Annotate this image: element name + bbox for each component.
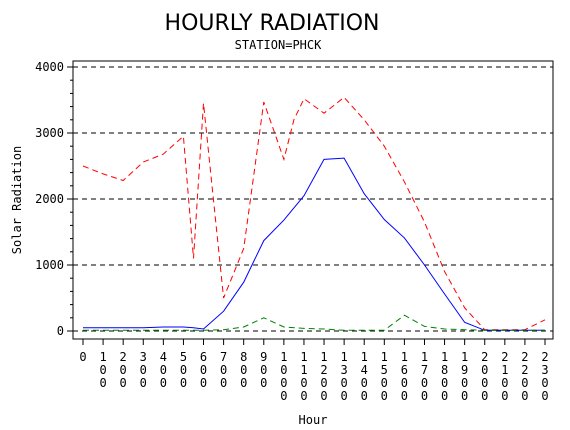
y-axis-label: Solar Radiation <box>10 146 24 254</box>
chart-subtitle: STATION=PHCK <box>235 38 322 52</box>
plot-frame <box>72 60 554 340</box>
x-tick-label: 0 <box>79 350 86 364</box>
y-axis: 0 1000 2000 3000 4000 <box>35 60 73 338</box>
series-line-1 <box>82 96 546 331</box>
x-axis: 0 1 0 0 2 0 0 3 0 0 4 0 0 5 0 0 6 0 0 7 0 0 8 0 0 9 0 0 1 0 0 0 1 1 0 0 1 2 0 0… <box>79 339 549 403</box>
series-line-2 <box>83 157 545 331</box>
grid-lines <box>73 66 553 332</box>
y-tick-label: 3000 <box>35 126 64 140</box>
chart-title: HOURLY RADIATION <box>165 11 380 36</box>
y-tick-label: 1000 <box>35 258 64 272</box>
y-tick-label: 2000 <box>35 192 64 206</box>
y-tick-label: 4000 <box>35 60 64 74</box>
y-tick-label: 0 <box>57 324 64 338</box>
series-layer <box>82 96 546 331</box>
x-axis-label: Hour <box>299 413 328 427</box>
series-line-3 <box>83 314 545 331</box>
